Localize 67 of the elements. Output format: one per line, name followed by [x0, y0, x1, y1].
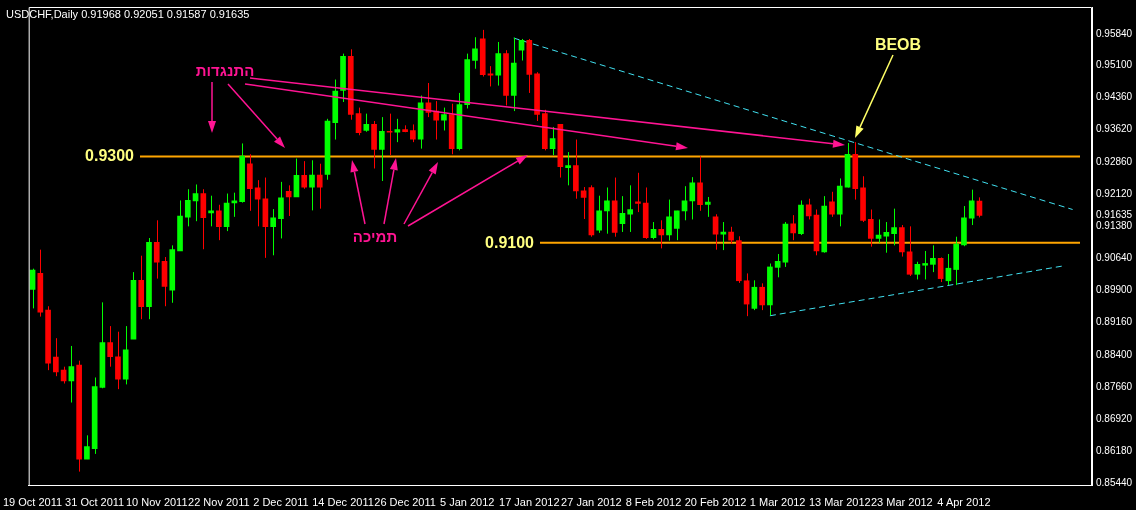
- candlestick: [883, 221, 890, 254]
- y-tick-label: 0.88400: [1096, 348, 1133, 360]
- candlestick: [697, 155, 703, 212]
- annotation: BEOB: [874, 36, 922, 54]
- candlestick: [169, 244, 176, 304]
- candlestick: [184, 188, 191, 227]
- candlestick: [371, 120, 377, 169]
- x-tick-label: 20 Feb 2012: [684, 495, 747, 508]
- x-tick-label: 17 Jan 2012: [499, 495, 560, 508]
- candlestick: [689, 176, 696, 220]
- y-tick-label: 0.91380: [1096, 220, 1133, 232]
- y-tick-label: 0.95100: [1096, 59, 1133, 71]
- x-tick-label: 22 Nov 2011: [188, 495, 250, 508]
- y-tick-label: 0.87660: [1096, 380, 1133, 392]
- y-tick-label: 0.85440: [1096, 476, 1133, 488]
- y-tick-label: 0.86180: [1096, 444, 1133, 456]
- candlestick: [495, 41, 502, 87]
- x-tick-label: 27 Jan 2012: [561, 495, 622, 508]
- y-tick-label: 0.93620: [1096, 123, 1133, 135]
- x-tick-label: 10 Nov 2011: [125, 495, 188, 508]
- y-tick-label: 0.94360: [1096, 91, 1133, 103]
- candlestick: [565, 151, 571, 186]
- y-tick-label: 0.89900: [1096, 284, 1133, 296]
- x-tick-label: 31 Oct 2011: [65, 495, 125, 508]
- y-tick-label: 0.92120: [1096, 188, 1133, 200]
- candlestick: [805, 198, 812, 220]
- candlestick: [891, 208, 897, 246]
- candlestick: [922, 250, 928, 280]
- candlestick: [247, 153, 253, 212]
- candlestick: [153, 219, 160, 280]
- x-tick-label: 26 Dec 2011: [374, 495, 436, 508]
- x-tick-label: 4 Apr 2012: [937, 495, 991, 508]
- x-tick-label: 14 Dec 2011: [312, 495, 374, 508]
- y-tick-label: 0.91635: [1096, 209, 1133, 221]
- annotation: התנגדות: [195, 61, 255, 79]
- y-tick-label: 0.90640: [1096, 252, 1133, 264]
- candlestick: [627, 184, 634, 233]
- candlestick: [208, 195, 214, 227]
- y-tick-label: 0.92860: [1096, 156, 1133, 168]
- candlestick: [379, 116, 385, 182]
- candlestick: [216, 204, 222, 241]
- x-tick-label: 8 Feb 2012: [625, 495, 682, 508]
- candlestick: [115, 331, 121, 390]
- candlestick: [402, 124, 408, 133]
- candlestick: [930, 244, 936, 273]
- x-tick-label: 19 Oct 2011: [3, 495, 63, 508]
- candlestick: [270, 208, 276, 256]
- ref-line-label: 0.9300: [85, 147, 134, 166]
- x-tick-label: 5 Jan 2012: [439, 495, 495, 508]
- annotation: תמיכה: [352, 227, 398, 245]
- candlestick: [704, 196, 711, 218]
- candlestick: [596, 195, 602, 234]
- candlestick: [635, 172, 641, 213]
- candlestick: [673, 210, 680, 241]
- x-tick-label: 2 Dec 2011: [253, 495, 309, 508]
- candlestick: [829, 191, 835, 218]
- candlestick: [867, 209, 874, 248]
- y-tick-label: 0.86920: [1096, 412, 1133, 424]
- candlestick: [790, 214, 797, 241]
- y-tick-label: 0.95840: [1096, 27, 1133, 39]
- candlestick: [363, 113, 370, 133]
- x-tick-label: 1 Mar 2012: [749, 495, 806, 508]
- candlestick: [728, 226, 734, 245]
- y-tick-label: 0.89160: [1096, 315, 1133, 327]
- ref-line-label: 0.9100: [485, 233, 534, 252]
- x-tick-label: 13 Mar 2012: [808, 495, 871, 508]
- x-tick-label: 23 Mar 2012: [870, 495, 933, 508]
